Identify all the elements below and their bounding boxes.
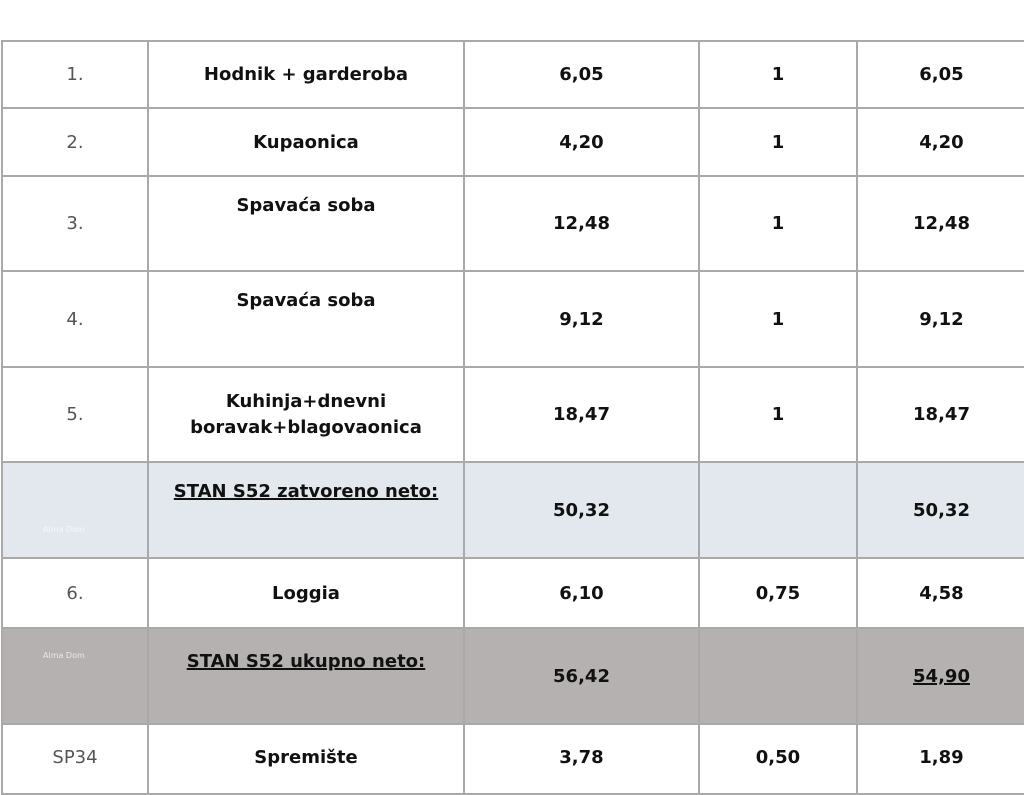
- empty-cell: Alma Dom: [1, 461, 149, 559]
- net-area: 6,05: [856, 40, 1024, 109]
- subtotal-label: STAN S52 zatvoreno neto:: [147, 461, 465, 559]
- table-row: SP34 Spremište 3,78 0,50 1,89: [1, 723, 1024, 795]
- room-name: Spavaća soba: [147, 270, 465, 368]
- room-name: Kuhinja+dnevni boravak+blagovaonica: [147, 366, 465, 463]
- coefficient: 1: [698, 366, 858, 463]
- row-number: 2.: [1, 107, 149, 177]
- room-area: 6,10: [463, 557, 700, 629]
- row-number: 4.: [1, 270, 149, 368]
- subtotal-net: 50,32: [856, 461, 1024, 559]
- net-area: 9,12: [856, 270, 1024, 368]
- room-area: 9,12: [463, 270, 700, 368]
- room-name-text: Spavaća soba: [236, 195, 376, 216]
- row-number: 6.: [1, 557, 149, 629]
- coefficient: 0,50: [698, 723, 858, 795]
- net-area: 4,58: [856, 557, 1024, 629]
- total-net: 54,90: [856, 627, 1024, 725]
- room-name: Loggia: [147, 557, 465, 629]
- row-number: SP34: [1, 723, 149, 795]
- row-number: 1.: [1, 40, 149, 109]
- subtotal-label-text: STAN S52 zatvoreno neto:: [173, 481, 439, 502]
- room-name: Hodnik + garderoba: [147, 40, 465, 109]
- net-area: 1,89: [856, 723, 1024, 795]
- empty-cell: Alma Dom: [1, 627, 149, 725]
- coefficient: 1: [698, 270, 858, 368]
- net-area: 18,47: [856, 366, 1024, 463]
- room-area: 6,05: [463, 40, 700, 109]
- net-area: 12,48: [856, 175, 1024, 272]
- empty-cell: [698, 627, 858, 725]
- total-label: STAN S52 ukupno neto:: [147, 627, 465, 725]
- table-row: 6. Loggia 6,10 0,75 4,58: [1, 557, 1024, 629]
- room-area: 12,48: [463, 175, 700, 272]
- coefficient: 1: [698, 175, 858, 272]
- coefficient: 0,75: [698, 557, 858, 629]
- coefficient: 1: [698, 40, 858, 109]
- room-name-text: Spavaća soba: [236, 290, 376, 311]
- subtotal-area: 50,32: [463, 461, 700, 559]
- net-area: 4,20: [856, 107, 1024, 177]
- room-area: 4,20: [463, 107, 700, 177]
- empty-cell: [698, 461, 858, 559]
- row-number: 3.: [1, 175, 149, 272]
- total-row: Alma Dom STAN S52 ukupno neto: 56,42 54,…: [1, 627, 1024, 725]
- area-table: 1. Hodnik + garderoba 6,05 1 6,05 2. Kup…: [1, 40, 1024, 795]
- subtotal-row: Alma Dom STAN S52 zatvoreno neto: 50,32 …: [1, 461, 1024, 559]
- table-row: 3. Spavaća soba 12,48 1 12,48: [1, 175, 1024, 272]
- total-area: 56,42: [463, 627, 700, 725]
- room-name: Spavaća soba: [147, 175, 465, 272]
- room-name: Spremište: [147, 723, 465, 795]
- room-name: Kupaonica: [147, 107, 465, 177]
- watermark: Alma Dom: [43, 525, 85, 534]
- coefficient: 1: [698, 107, 858, 177]
- row-number: 5.: [1, 366, 149, 463]
- table-row: 2. Kupaonica 4,20 1 4,20: [1, 107, 1024, 177]
- table-row: 4. Spavaća soba 9,12 1 9,12: [1, 270, 1024, 368]
- total-net-text: 54,90: [913, 665, 970, 687]
- table-row: 5. Kuhinja+dnevni boravak+blagovaonica 1…: [1, 366, 1024, 463]
- total-label-text: STAN S52 ukupno neto:: [186, 651, 426, 672]
- room-area: 18,47: [463, 366, 700, 463]
- watermark: Alma Dom: [43, 651, 85, 660]
- table-row: 1. Hodnik + garderoba 6,05 1 6,05: [1, 40, 1024, 109]
- room-area: 3,78: [463, 723, 700, 795]
